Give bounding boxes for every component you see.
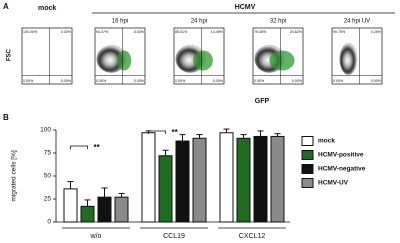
quadrant-percent: 0.00%	[134, 79, 145, 83]
gfp-cloud	[116, 50, 132, 71]
quadrant-percent: 99.75%	[333, 30, 346, 34]
legend-label: HCMV-negative	[318, 166, 366, 173]
x-tick-label: w/o	[90, 233, 102, 240]
bar	[80, 205, 95, 223]
quadrant-percent: 0.00%	[61, 30, 72, 34]
legend-swatch	[301, 178, 314, 188]
x-label: GFP	[255, 98, 270, 105]
plot-title: 16 hpi	[112, 19, 128, 25]
quadrant-percent: 100.00%	[23, 30, 38, 34]
x-tick-label: CXCL12	[239, 233, 266, 240]
y-label: FSC	[7, 48, 13, 61]
y-tick-label: 50	[44, 173, 52, 180]
quadrant-percent: 14.49%	[211, 30, 224, 34]
plot-title: 32 hpi	[270, 19, 286, 25]
plot-frame	[21, 27, 73, 85]
quadrant-percent: 0.00%	[292, 79, 303, 83]
bar	[158, 155, 173, 223]
quadrant-percent: 0.00%	[333, 79, 344, 83]
bar	[175, 140, 190, 223]
quadrant-percent: 0.00%	[254, 79, 265, 83]
significance-bracket	[70, 145, 88, 149]
group-label: HCMV	[235, 4, 256, 11]
y-tick-label: 25	[44, 196, 52, 203]
bar	[253, 135, 268, 223]
significance-label: **	[94, 143, 101, 152]
bar	[141, 132, 156, 223]
quadrant-percent: 0.00%	[213, 79, 224, 83]
quadrant-percent: 0.25%	[371, 30, 382, 34]
quadrant-percent: 0.00%	[96, 79, 107, 83]
quadrant-percent: 94.47%	[96, 30, 109, 34]
bar	[270, 135, 285, 223]
bar	[97, 196, 112, 223]
mock-label: mock	[38, 5, 56, 12]
legend-swatch	[301, 164, 314, 174]
gfp-cloud	[269, 50, 295, 71]
bar	[114, 196, 129, 223]
legend-label: mock	[318, 138, 335, 145]
quadrant-percent: 85.51%	[175, 30, 188, 34]
legend-label: HCMV-positive	[318, 152, 364, 159]
quadrant-percent: 5.53%	[134, 30, 145, 34]
legend-label: HCMV-UV	[318, 180, 349, 187]
y-tick-label: 75	[44, 150, 52, 157]
cell-cloud	[339, 42, 358, 75]
legend-swatch	[301, 136, 314, 146]
bar	[219, 132, 234, 223]
plot-title: 24 hpi	[191, 19, 207, 25]
panel-label: A	[3, 2, 9, 11]
quadrant-percent: 0.00%	[23, 79, 34, 83]
panel-label: B	[3, 113, 9, 122]
quadrant-percent: 20.62%	[290, 30, 303, 34]
y-tick-label: 100	[40, 127, 51, 134]
bar	[192, 137, 207, 223]
bar	[63, 188, 78, 223]
x-tick-label: CCL19	[163, 233, 185, 240]
quadrant-percent: 79.38%	[254, 30, 267, 34]
gfp-cloud	[193, 50, 213, 71]
significance-label: **	[172, 128, 179, 137]
quadrant-percent: 0.00%	[61, 79, 72, 83]
plot-title: 24 hpi UV	[344, 19, 370, 25]
quadrant-percent: 0.00%	[175, 79, 186, 83]
y-axis-label: migrated cells [%]	[11, 150, 18, 201]
significance-bracket	[148, 130, 166, 134]
bar	[236, 137, 251, 223]
y-tick-label: 0	[47, 219, 51, 226]
quadrant-percent: 0.00%	[371, 79, 382, 83]
legend-swatch	[301, 150, 314, 160]
